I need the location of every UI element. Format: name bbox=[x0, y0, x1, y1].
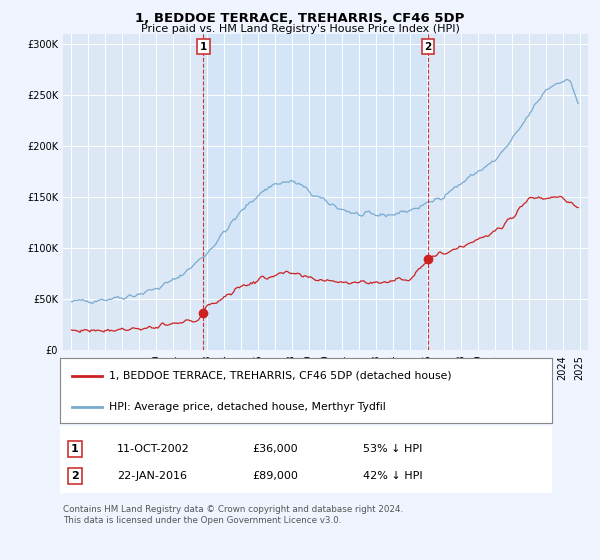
Text: £89,000: £89,000 bbox=[252, 471, 298, 481]
Text: 1: 1 bbox=[71, 444, 79, 454]
Bar bbox=[203, 34, 428, 350]
Text: HPI: Average price, detached house, Merthyr Tydfil: HPI: Average price, detached house, Mert… bbox=[109, 402, 386, 412]
Text: 1, BEDDOE TERRACE, TREHARRIS, CF46 5DP (detached house): 1, BEDDOE TERRACE, TREHARRIS, CF46 5DP (… bbox=[109, 371, 452, 381]
Text: 42% ↓ HPI: 42% ↓ HPI bbox=[363, 471, 422, 481]
Text: 11-OCT-2002: 11-OCT-2002 bbox=[117, 444, 190, 454]
Text: Contains HM Land Registry data © Crown copyright and database right 2024.
This d: Contains HM Land Registry data © Crown c… bbox=[63, 505, 403, 525]
Text: 2: 2 bbox=[424, 42, 432, 52]
Text: 53% ↓ HPI: 53% ↓ HPI bbox=[363, 444, 422, 454]
Text: 1, BEDDOE TERRACE, TREHARRIS, CF46 5DP: 1, BEDDOE TERRACE, TREHARRIS, CF46 5DP bbox=[136, 12, 464, 25]
Text: 22-JAN-2016: 22-JAN-2016 bbox=[117, 471, 187, 481]
Text: 2: 2 bbox=[71, 471, 79, 481]
Text: 1: 1 bbox=[200, 42, 207, 52]
Text: Price paid vs. HM Land Registry's House Price Index (HPI): Price paid vs. HM Land Registry's House … bbox=[140, 24, 460, 34]
Text: £36,000: £36,000 bbox=[252, 444, 298, 454]
